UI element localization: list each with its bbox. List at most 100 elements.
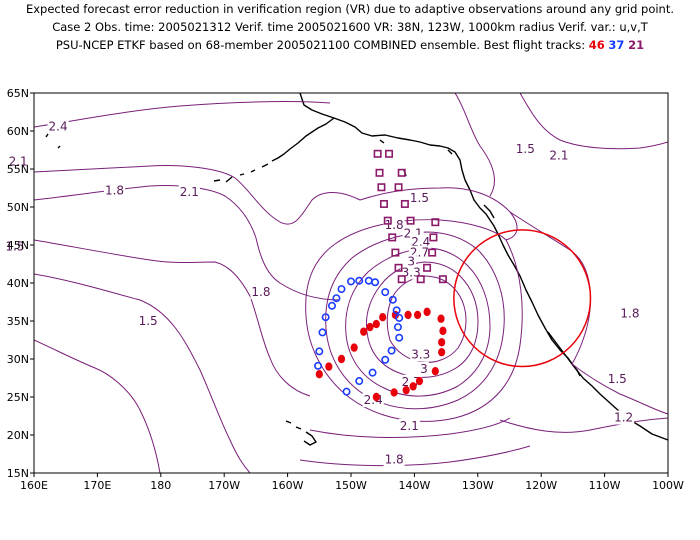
track-46-marker xyxy=(431,366,439,376)
track-46-marker xyxy=(350,343,358,352)
contour-1-5-west xyxy=(34,239,311,397)
y-tick-label: 30N xyxy=(7,353,29,366)
contour-label-knockout xyxy=(419,361,429,376)
track-46-marker xyxy=(439,326,447,336)
contour-labels: 2.42.11.82.11.51.20.91.51.81.52.11.51.82… xyxy=(4,119,641,467)
x-tick-label: 170W xyxy=(208,479,240,492)
title-line-3-prefix: PSU-NCEP ETKF based on 68-member 2005021… xyxy=(55,38,586,52)
track-21-marker xyxy=(379,199,388,208)
track-37-marker xyxy=(364,276,373,285)
track-21-marker xyxy=(391,248,400,257)
contour-1-8-west xyxy=(34,185,341,301)
contour-label: 2.1 xyxy=(549,148,568,162)
contour-label: 1.8 xyxy=(620,306,639,320)
y-tick-label: 40N xyxy=(7,277,29,290)
track-37-label: 37 xyxy=(608,38,625,52)
flight-track-markers xyxy=(314,149,447,402)
track-21-marker xyxy=(397,168,406,177)
contour-label-knockout xyxy=(408,190,431,205)
alaska-coast xyxy=(299,93,466,181)
contour-label: 3.3 xyxy=(402,265,421,279)
contour-2-7-ring xyxy=(345,247,491,397)
contour-label: 2.4 xyxy=(49,119,68,133)
north-america-west-coast xyxy=(464,179,668,441)
track-37-marker xyxy=(395,313,404,322)
contour-label-knockout xyxy=(613,410,635,425)
contour-1-8-east xyxy=(509,211,591,365)
contour-label: 3 xyxy=(407,255,415,269)
contour-label-knockout xyxy=(619,306,641,321)
contour-label-knockout xyxy=(410,347,432,362)
track-21-marker xyxy=(406,216,415,225)
track-37-marker xyxy=(318,328,327,337)
track-46-marker xyxy=(379,313,387,322)
contour-label: 1.5 xyxy=(139,314,158,328)
y-tick-label: 45N xyxy=(7,239,29,252)
plot-frame xyxy=(33,92,669,474)
track-21-marker xyxy=(397,275,406,284)
track-46-marker xyxy=(413,310,422,320)
track-37-marker xyxy=(388,295,397,304)
track-21-marker xyxy=(383,216,392,225)
x-tick-label: 160W xyxy=(272,479,304,492)
track-21-marker xyxy=(429,233,438,242)
track-37-marker xyxy=(392,306,401,315)
contour-1-8-south xyxy=(299,445,531,467)
contour-label: 2.1 xyxy=(180,185,199,199)
aleutian-chain xyxy=(45,133,269,183)
y-tick-label: 65N xyxy=(7,87,29,100)
alaska-peninsula xyxy=(271,117,335,162)
contour-label-knockout xyxy=(7,154,29,169)
track-46-marker xyxy=(438,338,446,347)
x-tick-label: 100W xyxy=(652,479,684,492)
track-37-marker xyxy=(346,277,355,286)
contour-label: 1.5 xyxy=(516,142,535,156)
track-46-marker xyxy=(404,310,412,320)
y-tick-label: 60N xyxy=(7,125,29,138)
contour-label-knockout xyxy=(398,418,420,433)
track-21-marker xyxy=(423,263,432,272)
track-37-marker xyxy=(393,323,402,332)
verification-region-circle xyxy=(453,229,592,368)
contour-label-knockout xyxy=(548,148,570,163)
x-tick-label: 160E xyxy=(20,479,48,492)
map-title-line-3: PSU-NCEP ETKF based on 68-member 2005021… xyxy=(0,39,700,52)
contour-lines xyxy=(34,93,668,473)
contour-label: 1.8 xyxy=(105,183,124,197)
map-axes: 160E 170E 180 170W 160W 150W 140W 130W 120W 110W 1… xyxy=(7,87,684,492)
track-37-marker xyxy=(368,368,377,377)
x-tick-label: 110W xyxy=(589,479,621,492)
track-21-marker xyxy=(431,218,440,227)
track-21-label: 21 xyxy=(628,38,645,52)
contour-label-knockout xyxy=(4,239,26,254)
track-37-marker xyxy=(342,387,351,396)
contour-2-1-ring xyxy=(305,219,523,422)
contour-3-ring xyxy=(366,261,479,378)
track-37-marker xyxy=(371,278,380,287)
track-46-marker xyxy=(366,322,374,332)
contour-1-8-north-east xyxy=(519,93,668,150)
track-46-label: 46 xyxy=(588,38,605,52)
contour-2-4-ring xyxy=(325,231,505,410)
contour-label: 1.5 xyxy=(608,372,627,386)
contour-label: 1.2 xyxy=(614,411,633,425)
contour-label: 1.8 xyxy=(385,218,404,232)
track-46-marker xyxy=(438,347,446,357)
x-tick-label: 150W xyxy=(335,479,367,492)
track-37-marker xyxy=(355,377,364,386)
track-21-marker xyxy=(438,275,447,284)
contour-label-knockout xyxy=(400,265,422,280)
vancouver-island xyxy=(483,204,495,219)
track-21-marker xyxy=(400,199,409,208)
track-46-marker xyxy=(415,376,424,386)
y-tick-label: 35N xyxy=(7,315,29,328)
contour-label: 3.3 xyxy=(411,347,430,361)
track-37-marker xyxy=(315,347,324,356)
track-46-marker xyxy=(409,382,417,391)
contour-label: 2.1 xyxy=(400,419,419,433)
contour-label: 1.5 xyxy=(410,191,429,205)
contour-label: 1.8 xyxy=(385,452,404,466)
track-46-marker xyxy=(437,314,445,323)
track-21-marker xyxy=(394,183,403,192)
track-37-marker xyxy=(355,276,364,285)
